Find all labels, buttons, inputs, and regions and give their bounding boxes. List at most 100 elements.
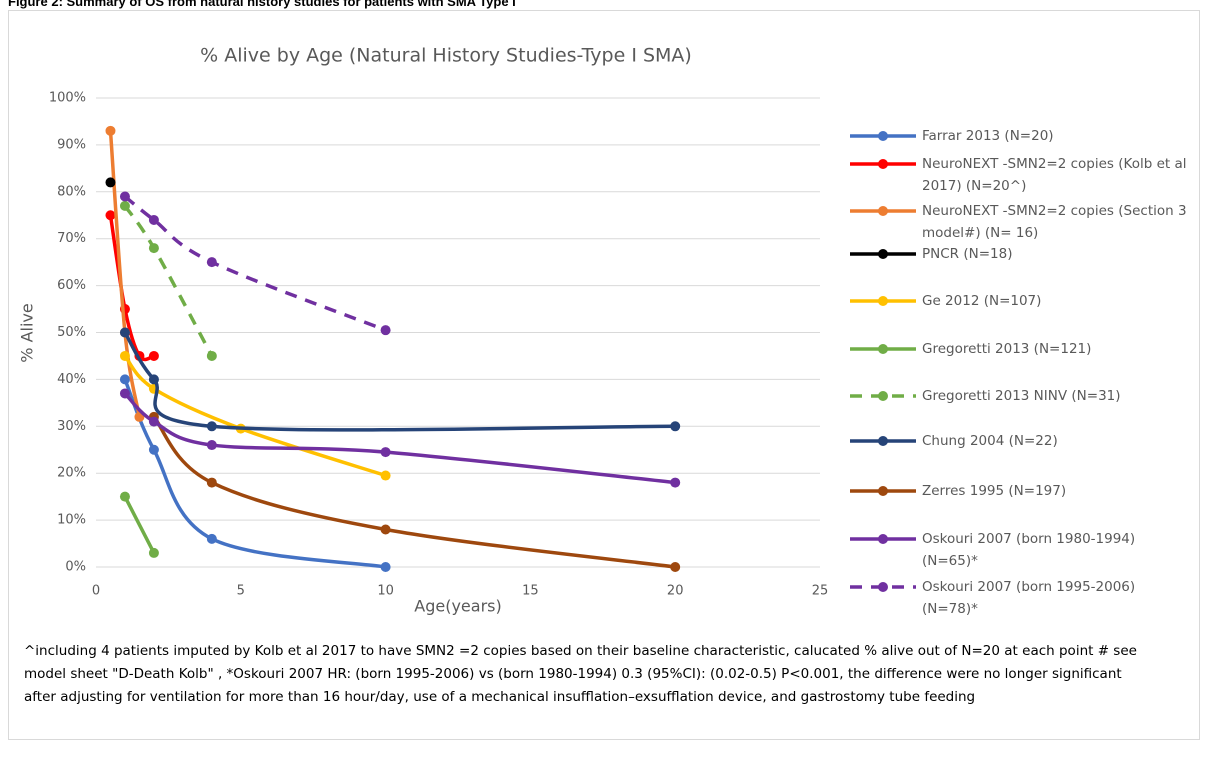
legend-item: Gregoretti 2013 NINV (N=31) <box>848 385 1188 407</box>
legend-icon <box>850 582 916 592</box>
x-tick-label: 25 <box>812 584 829 599</box>
legend-item: NeuroNEXT -SMN2=2 copies (Section 3 mode… <box>848 200 1188 244</box>
legend-marker <box>878 206 888 216</box>
series-line <box>108 214 155 362</box>
data-point <box>670 477 681 488</box>
legend-label: Gregoretti 2013 (N=121) <box>922 341 1092 357</box>
legend-marker <box>878 436 888 446</box>
legend-marker <box>878 582 888 592</box>
legend-label: NeuroNEXT -SMN2=2 copies (Kolb et al 201… <box>922 156 1187 194</box>
data-point <box>148 416 159 427</box>
data-point <box>148 243 159 254</box>
series-line <box>123 495 156 554</box>
y-axis-title: % Alive <box>18 303 37 362</box>
data-point <box>119 327 130 338</box>
legend-item: Farrar 2013 (N=20) <box>848 125 1188 147</box>
data-point <box>148 350 159 361</box>
legend-label: PNCR (N=18) <box>922 246 1013 262</box>
chart-title: % Alive by Age (Natural History Studies-… <box>200 45 692 67</box>
legend-item: Oskouri 2007 (born 1995-2006) (N=78)* <box>848 576 1188 620</box>
x-tick-label: 5 <box>237 584 245 599</box>
legend-label: Oskouri 2007 (born 1995-2006) (N=78)* <box>922 579 1136 617</box>
legend-icon <box>850 131 916 141</box>
legend-icon <box>850 391 916 401</box>
data-point <box>148 547 159 558</box>
data-point <box>670 421 681 432</box>
x-tick-label: 0 <box>92 584 100 599</box>
legend-marker <box>878 534 888 544</box>
legend-marker <box>878 249 888 259</box>
x-tick-label: 15 <box>522 584 539 599</box>
chart-frame <box>8 10 1200 740</box>
series-line <box>123 392 676 485</box>
legend-marker <box>878 344 888 354</box>
footnote: ^including 4 patients imputed by Kolb et… <box>24 643 1137 705</box>
legend-icon <box>850 206 916 216</box>
legend-icon <box>850 159 916 169</box>
legend-icon <box>850 486 916 496</box>
y-tick-label: 30% <box>57 419 86 434</box>
legend-icon <box>850 344 916 354</box>
data-point <box>206 477 217 488</box>
data-point <box>148 214 159 225</box>
legend-label: Ge 2012 (N=107) <box>922 293 1042 309</box>
legend-item: NeuroNEXT -SMN2=2 copies (Kolb et al 201… <box>848 153 1188 197</box>
legend-label: Oskouri 2007 (born 1980-1994) (N=65)* <box>922 531 1136 569</box>
data-point <box>119 388 130 399</box>
data-point <box>119 374 130 385</box>
series-line <box>123 204 214 357</box>
legend-marker <box>878 131 888 141</box>
data-point <box>380 524 391 535</box>
legend-marker <box>878 486 888 496</box>
legend-label: Zerres 1995 (N=197) <box>922 483 1067 499</box>
data-point <box>206 350 217 361</box>
data-point <box>105 177 116 188</box>
y-tick-label: 20% <box>57 466 86 481</box>
legend-label: Chung 2004 (N=22) <box>922 433 1058 449</box>
legend-marker <box>878 296 888 306</box>
y-tick-label: 70% <box>57 231 86 246</box>
x-tick-label: 20 <box>667 584 684 599</box>
legend-label: Gregoretti 2013 NINV (N=31) <box>922 388 1121 404</box>
y-tick-label: 100% <box>49 91 86 106</box>
legend-icon <box>850 249 916 259</box>
series-line <box>152 415 676 569</box>
data-point <box>206 440 217 451</box>
y-tick-label: 80% <box>57 184 86 199</box>
series-line <box>123 195 387 332</box>
data-point <box>119 191 130 202</box>
legend-label: NeuroNEXT -SMN2=2 copies (Section 3 mode… <box>922 203 1187 241</box>
data-point <box>148 374 159 385</box>
data-point <box>380 470 391 481</box>
y-tick-label: 90% <box>57 137 86 152</box>
legend-item: Oskouri 2007 (born 1980-1994) (N=65)* <box>848 528 1188 572</box>
data-point <box>206 421 217 432</box>
legend-item: Gregoretti 2013 (N=121) <box>848 338 1188 360</box>
y-tick-label: 0% <box>65 560 86 575</box>
data-point <box>119 350 130 361</box>
data-point <box>206 533 217 544</box>
data-point <box>119 491 130 502</box>
data-point <box>380 325 391 336</box>
data-point <box>105 210 116 221</box>
legend-item: Zerres 1995 (N=197) <box>848 480 1188 502</box>
chart: % Alive by Age (Natural History Studies-… <box>18 45 829 616</box>
legend-marker <box>878 391 888 401</box>
legend-icon <box>850 436 916 446</box>
y-tick-label: 40% <box>57 372 86 387</box>
data-point <box>119 200 130 211</box>
legend-icon <box>850 534 916 544</box>
figure-header: Figure 2: Summary of OS from natural his… <box>8 0 516 9</box>
legend-marker <box>878 159 888 169</box>
y-tick-label: 10% <box>57 513 86 528</box>
series-line <box>108 130 142 418</box>
data-point <box>206 257 217 268</box>
legend-item: Chung 2004 (N=22) <box>848 430 1188 452</box>
data-point <box>380 447 391 458</box>
data-point <box>380 562 391 572</box>
legend-label: Farrar 2013 (N=20) <box>922 128 1054 144</box>
x-tick-label: 10 <box>377 584 394 599</box>
legend-icon <box>850 296 916 306</box>
legend-item: Ge 2012 (N=107) <box>848 290 1188 312</box>
